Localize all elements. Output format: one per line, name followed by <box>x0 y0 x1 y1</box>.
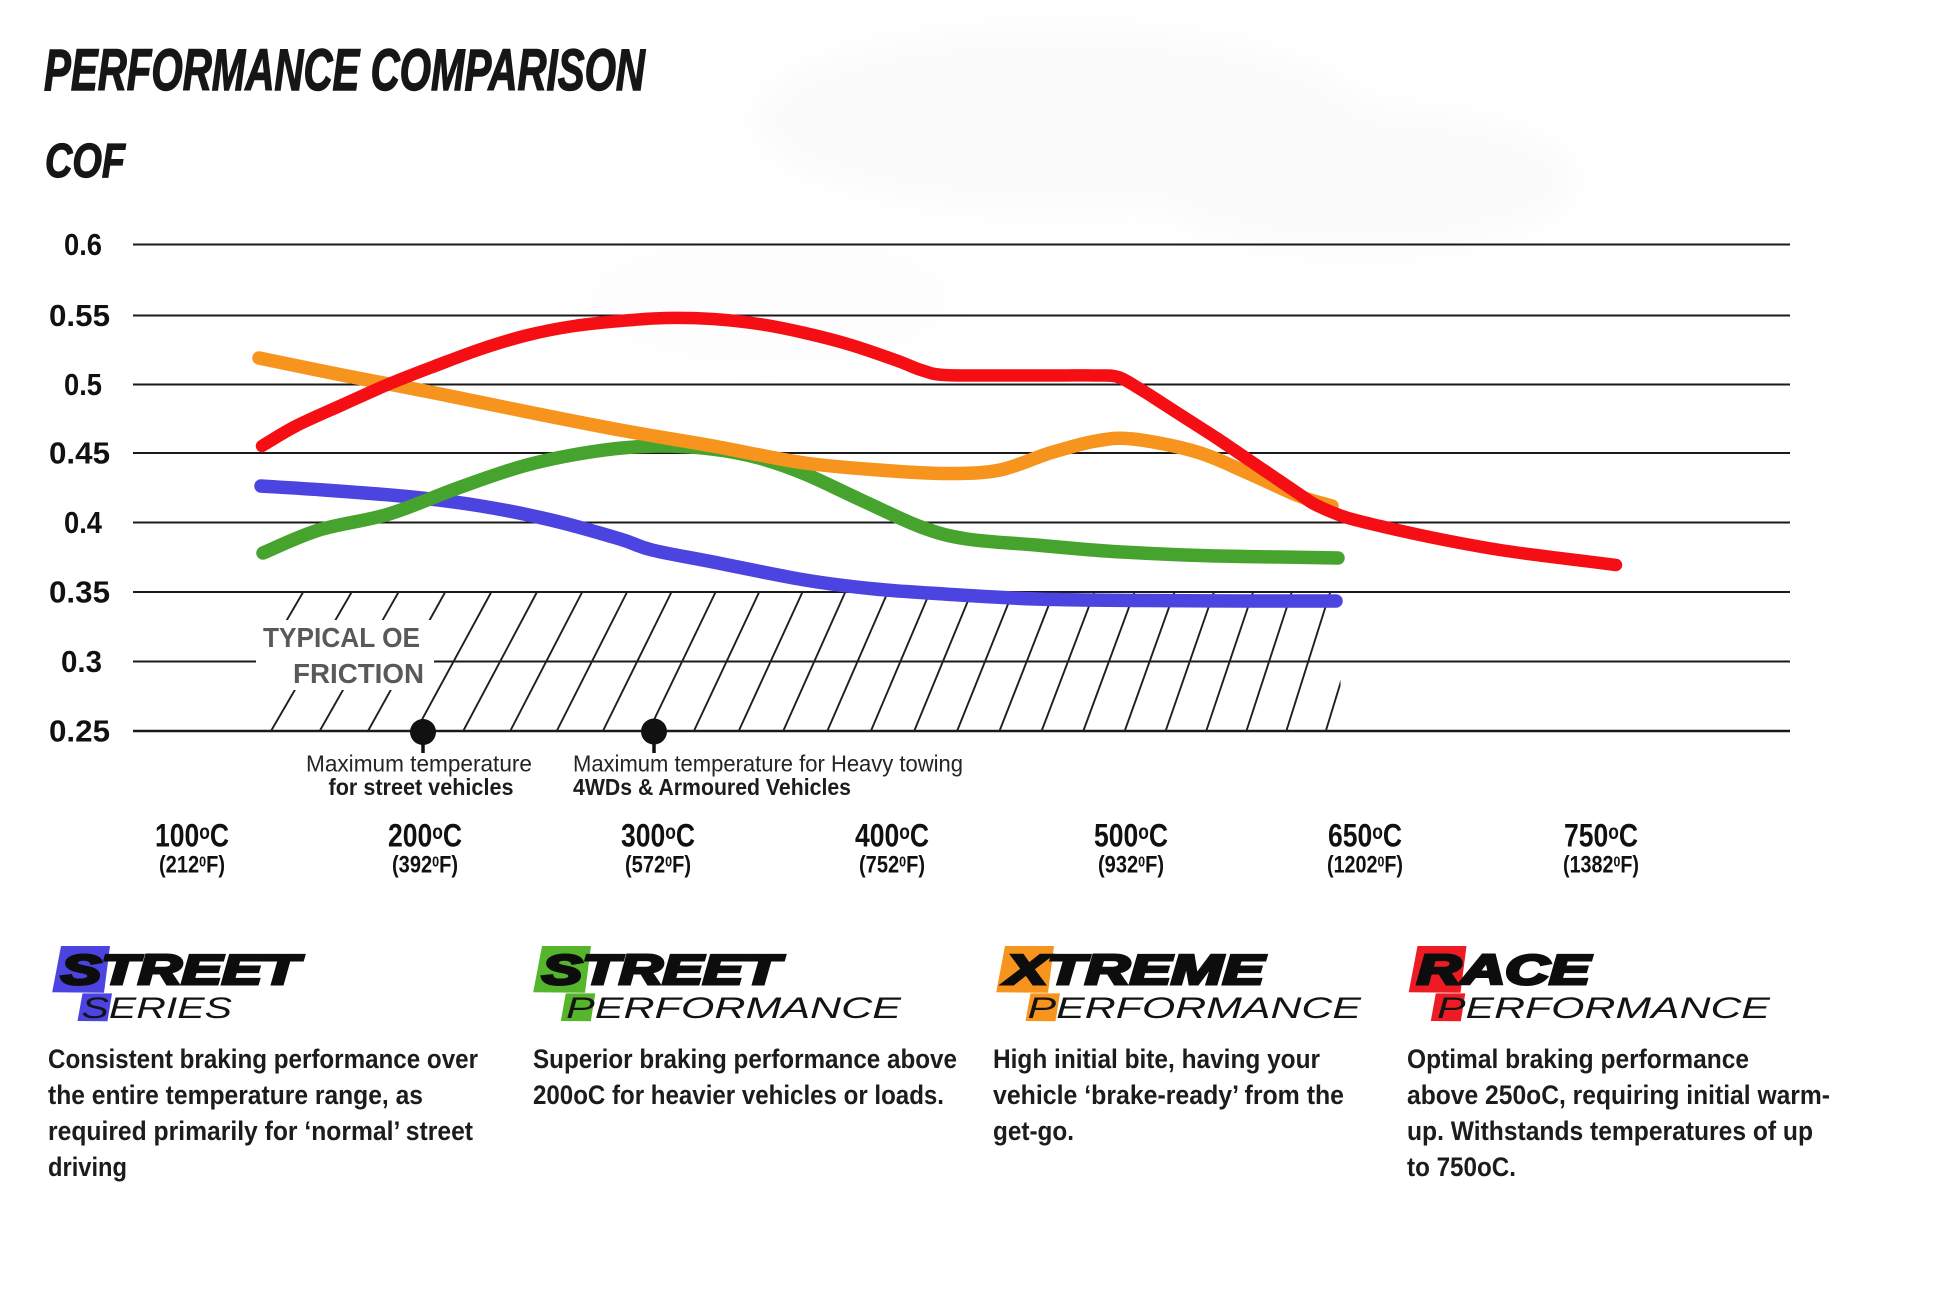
svg-text:Consistent braking performance: Consistent braking performance over <box>48 1044 478 1074</box>
svg-text:High initial bite, having your: High initial bite, having your <box>993 1044 1320 1074</box>
svg-text:Maximum temperature: Maximum temperature <box>306 751 532 777</box>
svg-text:vehicle ‘brake-ready’ from the: vehicle ‘brake-ready’ from the <box>993 1080 1344 1110</box>
svg-text:RACE: RACE <box>1417 946 1593 993</box>
svg-text:0.25: 0.25 <box>49 714 110 749</box>
svg-text:PERFORMANCE: PERFORMANCE <box>566 992 902 1025</box>
svg-text:(3920F): (3920F) <box>392 852 458 879</box>
svg-text:SERIES: SERIES <box>82 992 233 1025</box>
svg-text:COF: COF <box>45 135 126 188</box>
svg-text:0.5: 0.5 <box>64 367 102 402</box>
svg-text:STREET: STREET <box>542 946 785 993</box>
svg-text:500oC: 500oC <box>1094 818 1168 854</box>
svg-text:Optimal braking performance: Optimal braking performance <box>1407 1044 1749 1074</box>
svg-text:(5720F): (5720F) <box>625 852 691 879</box>
svg-text:TYPICAL OE: TYPICAL OE <box>263 622 420 653</box>
svg-text:Maximum temperature for Heavy: Maximum temperature for Heavy towing <box>573 751 963 777</box>
svg-text:0.3: 0.3 <box>61 644 102 679</box>
svg-text:0.4: 0.4 <box>64 505 103 540</box>
svg-text:the entire temperature range,: the entire temperature range, as <box>48 1080 423 1110</box>
svg-text:driving: driving <box>48 1152 127 1182</box>
svg-text:(9320F): (9320F) <box>1098 852 1164 879</box>
svg-text:up. Withstands temperatures of: up. Withstands temperatures of up <box>1407 1116 1813 1146</box>
svg-text:Superior braking performance a: Superior braking performance above <box>533 1044 957 1074</box>
svg-text:PERFORMANCE: PERFORMANCE <box>1028 992 1363 1025</box>
svg-text:0.45: 0.45 <box>49 436 110 471</box>
svg-text:100oC: 100oC <box>155 818 229 854</box>
svg-text:above 250oC, requiring initial: above 250oC, requiring initial warm- <box>1407 1080 1830 1110</box>
svg-text:PERFORMANCE COMPARISON: PERFORMANCE COMPARISON <box>44 38 646 103</box>
svg-text:STREET: STREET <box>61 946 304 993</box>
svg-text:200oC: 200oC <box>388 818 462 854</box>
svg-text:(12020F): (12020F) <box>1327 852 1403 879</box>
svg-text:0.6: 0.6 <box>64 227 102 262</box>
svg-text:(2120F): (2120F) <box>159 852 225 879</box>
svg-text:4WDs & Armoured Vehicles: 4WDs & Armoured Vehicles <box>573 774 851 800</box>
svg-text:PERFORMANCE: PERFORMANCE <box>1437 992 1771 1025</box>
svg-text:FRICTION: FRICTION <box>293 658 424 689</box>
svg-text:0.35: 0.35 <box>49 575 110 610</box>
svg-text:200oC for heavier vehicles or: 200oC for heavier vehicles or loads. <box>533 1080 944 1110</box>
svg-text:650oC: 650oC <box>1328 818 1402 854</box>
svg-text:required primarily for ‘normal: required primarily for ‘normal’ street <box>48 1116 473 1146</box>
svg-text:400oC: 400oC <box>855 818 929 854</box>
svg-text:get-go.: get-go. <box>993 1116 1074 1146</box>
svg-text:to 750oC.: to 750oC. <box>1407 1152 1516 1182</box>
svg-text:300oC: 300oC <box>621 818 695 854</box>
svg-text:for street vehicles: for street vehicles <box>329 774 514 800</box>
svg-text:0.55: 0.55 <box>49 298 110 333</box>
svg-text:750oC: 750oC <box>1564 818 1638 854</box>
svg-text:(13820F): (13820F) <box>1563 852 1639 879</box>
svg-text:(7520F): (7520F) <box>859 852 925 879</box>
svg-text:XTREME: XTREME <box>1003 946 1267 993</box>
